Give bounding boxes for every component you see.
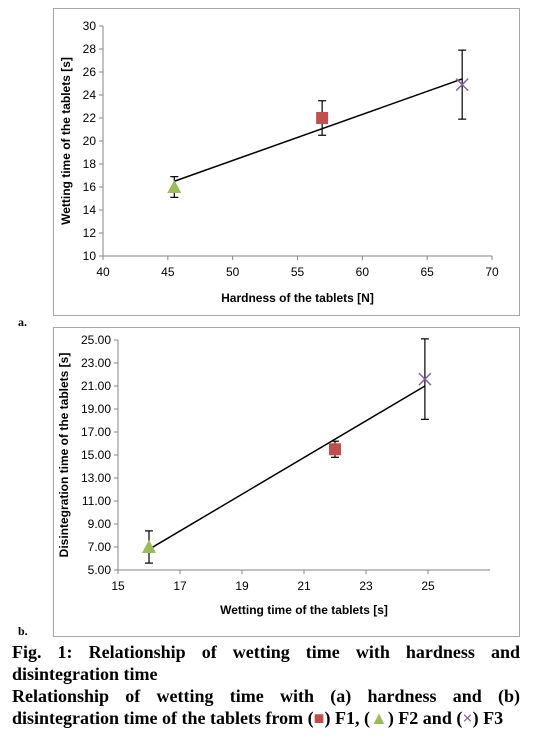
chart-b-point-triangle: [142, 540, 156, 553]
desc-text-2: ) F1, (: [324, 708, 370, 728]
chart-a-x-tick-label: 70: [485, 265, 499, 279]
figure-title-continued: disintegration time: [12, 664, 158, 684]
chart-a-panel-label: a.: [18, 315, 27, 329]
chart-a-y-tick-label: 22: [83, 111, 97, 125]
chart-b-x-tick-label: 19: [235, 579, 249, 593]
chart-a-y-tick-label: 18: [83, 157, 97, 171]
chart-a-y-tick-label: 12: [83, 226, 97, 240]
chart-a-x-tick-label: 50: [226, 265, 240, 279]
f1-square-icon: ■: [313, 708, 325, 728]
chart-a-y-tick-label: 14: [83, 203, 97, 217]
chart-a-y-tick-label: 28: [83, 42, 97, 56]
chart-b-y-tick-label: 17.00: [81, 425, 111, 439]
chart-b-x-tick-label: 21: [297, 579, 311, 593]
f3-cross-icon: ×: [462, 708, 473, 728]
figure-title: Fig. 1: Relationship of wetting time wit…: [12, 642, 520, 662]
chart-b-y-tick-label: 5.00: [88, 563, 112, 577]
chart-b-point-square: [329, 443, 341, 456]
chart-a-point-x-b: [455, 78, 469, 92]
chart-a-y-tick-label: 10: [83, 249, 97, 263]
chart-b-x-tick-label: 15: [111, 579, 125, 593]
chart-b-trendline: [148, 385, 426, 550]
chart-b-y-tick-label: 13.00: [81, 471, 111, 485]
chart-a-x-tick-label: 60: [356, 265, 370, 279]
chart-b: 5.00 7.00 9.00 11.00 13.00 15.00 17.00 19.00 21.…: [57, 333, 490, 617]
chart-a-point-square: [316, 112, 329, 124]
figure-description-continued: disintegration time of the tablets from …: [12, 707, 520, 729]
chart-b-y-tick-label: 11.00: [82, 494, 111, 508]
chart-a-x-axis-title: Hardness of the tablets [N]: [221, 291, 374, 305]
chart-b-x-axis-title: Wetting time of the tablets [s]: [220, 603, 388, 617]
chart-a-y-tick-label: 24: [83, 88, 97, 102]
chart-a-x-tick-label: 55: [291, 265, 305, 279]
chart-b-y-tick-label: 25.00: [81, 333, 111, 347]
figure-description: Relationship of wetting time with (a) ha…: [12, 686, 520, 706]
chart-a-y-axis-title: Wetting time of the tablets [s]: [59, 57, 73, 225]
chart-b-y-tick-label: 23.00: [81, 356, 111, 370]
chart-b-frame: [53, 327, 520, 637]
chart-a: 10 12 14 16 18 20 22 24 26 28 30 40 45 50 55 60 65 70 Hard…: [59, 19, 499, 305]
chart-b-x-tick-label: 23: [359, 579, 373, 593]
chart-a-y-tick-label: 16: [83, 180, 97, 194]
chart-a-x-tick-label: 40: [96, 265, 110, 279]
chart-a-trendline: [174, 78, 463, 182]
desc-text-1: disintegration time of the tablets from …: [12, 708, 314, 728]
chart-b-y-tick-label: 19.00: [81, 402, 111, 416]
chart-b-x-tick-label: 25: [421, 579, 435, 593]
chart-a-y-tick-label: 20: [83, 134, 97, 148]
desc-text-3: ) F2 and (: [387, 708, 463, 728]
chart-b-panel-label: b.: [18, 624, 28, 638]
chart-b-y-axis-title: Disintegration time of the tablets [s]: [57, 353, 71, 558]
chart-b-y-tick-label: 21.00: [81, 379, 111, 393]
chart-b-y-tick-label: 7.00: [88, 540, 112, 554]
chart-b-y-tick-label: 15.00: [81, 448, 111, 462]
chart-a-point-triangle: [167, 180, 182, 193]
chart-a-y-tick-label: 30: [83, 19, 97, 33]
chart-a-x-tick-label: 45: [161, 265, 175, 279]
chart-a-frame: [53, 8, 520, 316]
chart-a-x-tick-label: 65: [420, 265, 434, 279]
chart-b-x-tick-label: 17: [173, 579, 187, 593]
chart-b-y-tick-label: 9.00: [88, 517, 112, 531]
desc-text-4: ) F3: [472, 708, 504, 728]
chart-a-y-tick-label: 26: [83, 65, 97, 79]
f2-triangle-icon: ▲: [369, 708, 388, 728]
chart-b-point-x-b: [418, 372, 432, 386]
